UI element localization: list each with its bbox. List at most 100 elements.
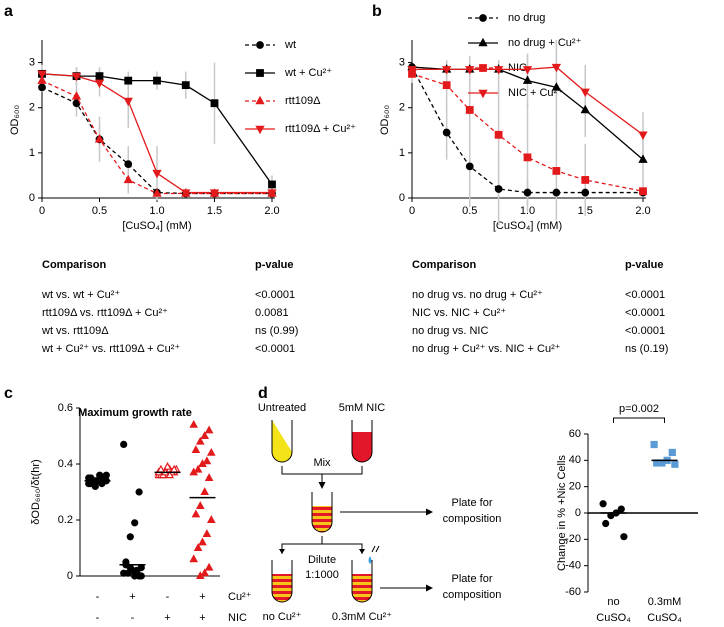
legend-label: wt bbox=[284, 39, 296, 51]
point bbox=[442, 81, 451, 90]
table-cell: <0.0001 bbox=[625, 325, 665, 337]
tube-label: 0.3mM Cu²⁺ bbox=[332, 611, 392, 623]
step-label: Dilute bbox=[308, 554, 336, 566]
point bbox=[580, 104, 590, 114]
y-axis-label: OD₆₀₀ bbox=[9, 105, 21, 135]
y-axis-label: OD₆₀₀ bbox=[379, 105, 391, 135]
series-line bbox=[411, 73, 644, 192]
tube bbox=[271, 560, 293, 603]
y-tick-label: 0 bbox=[399, 192, 405, 204]
point bbox=[552, 167, 561, 175]
point bbox=[181, 81, 190, 90]
x-tick-label: 0 bbox=[409, 205, 415, 217]
factor-level: + bbox=[129, 591, 135, 603]
point bbox=[131, 519, 139, 527]
point bbox=[200, 487, 210, 495]
table-header: Comparison bbox=[42, 259, 106, 271]
tube-label: no Cu²⁺ bbox=[263, 611, 302, 623]
tube bbox=[351, 560, 373, 603]
table-cell: wt + Cu²⁺ vs. rtt109Δ + Cu²⁺ bbox=[41, 343, 180, 355]
table-header: p-value bbox=[255, 259, 294, 271]
series-line bbox=[41, 80, 272, 195]
table-cell: rtt109Δ vs. rtt109Δ + Cu²⁺ bbox=[42, 307, 168, 319]
x-tick-label: 1.0 bbox=[149, 205, 164, 217]
point bbox=[153, 76, 161, 85]
factor-level: + bbox=[164, 612, 170, 624]
point bbox=[206, 447, 216, 456]
drop bbox=[368, 556, 372, 564]
point bbox=[37, 75, 47, 84]
table-header: p-value bbox=[625, 259, 664, 271]
y-axis-label: δOD₆₆₀/δt(hr) bbox=[30, 459, 42, 524]
point bbox=[494, 130, 503, 139]
point bbox=[193, 543, 203, 552]
legend-marker bbox=[256, 41, 264, 49]
point bbox=[152, 169, 162, 179]
y-tick-label: -60 bbox=[565, 586, 581, 598]
y-tick-label: 0.2 bbox=[58, 514, 73, 526]
table-cell: wt vs. wt + Cu²⁺ bbox=[41, 289, 120, 301]
factor-level: - bbox=[166, 591, 170, 603]
tube-content bbox=[272, 574, 292, 602]
point bbox=[522, 66, 533, 75]
point bbox=[551, 63, 562, 73]
point bbox=[198, 537, 207, 546]
point bbox=[206, 515, 216, 524]
tube-content bbox=[272, 420, 292, 462]
step-label: composition bbox=[443, 513, 502, 525]
x-tick-label: 0 bbox=[39, 205, 45, 217]
point bbox=[71, 91, 82, 100]
table-cell: ns (0.99) bbox=[255, 325, 298, 337]
table-cell: NIC vs. NIC + Cu²⁺ bbox=[412, 307, 506, 319]
factor-name: Cu²⁺ bbox=[228, 591, 252, 603]
point bbox=[202, 456, 212, 465]
point bbox=[493, 66, 504, 75]
point bbox=[202, 529, 212, 538]
legend-label: wt + Cu²⁺ bbox=[284, 67, 332, 79]
point bbox=[193, 464, 203, 473]
point bbox=[204, 473, 214, 481]
point bbox=[465, 106, 474, 114]
tube-label: 5mM NIC bbox=[339, 402, 386, 414]
y-tick-label: 60 bbox=[569, 428, 581, 440]
y-tick-label: 1 bbox=[29, 147, 35, 159]
point bbox=[671, 460, 679, 468]
x-axis-label: [CuSO₄] (mM) bbox=[122, 220, 191, 232]
table-cell: no drug + Cu²⁺ vs. NIC + Cu²⁺ bbox=[412, 343, 561, 355]
point bbox=[71, 72, 82, 82]
point bbox=[638, 131, 648, 141]
y-tick-label: -20 bbox=[565, 533, 581, 545]
point bbox=[91, 482, 99, 490]
table-cell: <0.0001 bbox=[625, 307, 665, 319]
point bbox=[617, 505, 625, 513]
step-label: Mix bbox=[313, 457, 331, 469]
point bbox=[650, 440, 658, 449]
point bbox=[94, 79, 105, 89]
x-tick-label: no bbox=[607, 596, 619, 608]
x-tick-label: 1.5 bbox=[207, 205, 222, 217]
y-tick-label: 0 bbox=[29, 192, 35, 204]
y-tick-label: 2 bbox=[29, 102, 35, 114]
legend-label: no drug bbox=[508, 12, 545, 24]
point bbox=[189, 419, 199, 428]
legend-marker bbox=[479, 14, 487, 22]
point bbox=[580, 88, 590, 98]
point bbox=[156, 464, 166, 473]
point bbox=[581, 188, 590, 197]
point bbox=[267, 189, 277, 198]
panel-label: d bbox=[258, 385, 268, 402]
chart-title: Maximum growth rate bbox=[78, 407, 192, 419]
table-cell: wt vs. rtt109Δ bbox=[41, 325, 109, 337]
point bbox=[200, 568, 210, 577]
point bbox=[189, 554, 199, 563]
factor-level: - bbox=[131, 612, 135, 624]
series-line bbox=[411, 66, 643, 194]
point bbox=[133, 569, 141, 577]
point bbox=[465, 162, 474, 171]
x-tick-label: CuSO₄ bbox=[596, 612, 631, 624]
point bbox=[123, 97, 133, 107]
y-tick-label: 1 bbox=[399, 147, 405, 159]
dilute-bracket bbox=[281, 536, 363, 554]
point bbox=[124, 160, 133, 169]
point bbox=[96, 471, 104, 479]
